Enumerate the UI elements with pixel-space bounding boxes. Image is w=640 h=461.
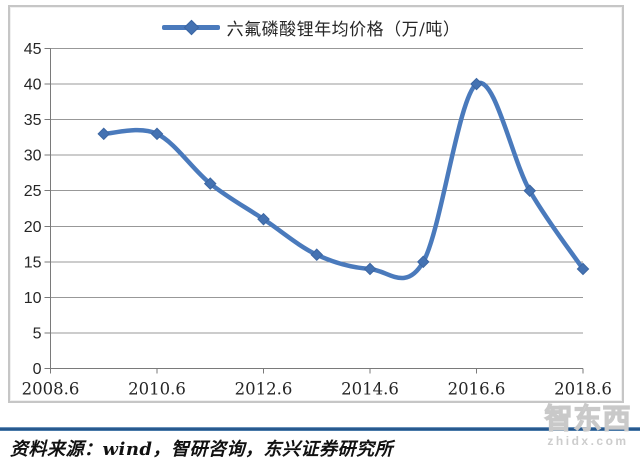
- svg-text:0: 0: [33, 361, 42, 378]
- chart-figure-border: [8, 5, 624, 403]
- svg-text:2014.6: 2014.6: [341, 380, 399, 399]
- svg-text:2008.6: 2008.6: [22, 380, 80, 399]
- legend-diamond-marker: [183, 19, 199, 36]
- legend-line-diamond-icon: [161, 19, 220, 36]
- svg-text:15: 15: [24, 254, 42, 271]
- svg-text:25: 25: [24, 183, 42, 200]
- svg-text:2018.6: 2018.6: [554, 380, 612, 399]
- svg-text:2012.6: 2012.6: [235, 380, 293, 399]
- chart-legend: 六氟磷酸锂年均价格（万/吨）: [0, 15, 622, 40]
- legend-series-label: 六氟磷酸锂年均价格（万/吨）: [226, 19, 461, 40]
- svg-text:20: 20: [24, 219, 42, 236]
- svg-text:2016.6: 2016.6: [448, 380, 506, 399]
- footer-divider-line: [0, 427, 640, 431]
- svg-text:2010.6: 2010.6: [128, 380, 186, 399]
- svg-text:35: 35: [24, 112, 42, 129]
- source-note: 资料来源：wind，智研咨询，东兴证券研究所: [10, 439, 394, 460]
- svg-text:5: 5: [33, 325, 42, 342]
- svg-text:10: 10: [24, 290, 42, 307]
- svg-text:30: 30: [24, 148, 42, 165]
- svg-text:40: 40: [24, 77, 42, 94]
- svg-text:45: 45: [24, 41, 42, 58]
